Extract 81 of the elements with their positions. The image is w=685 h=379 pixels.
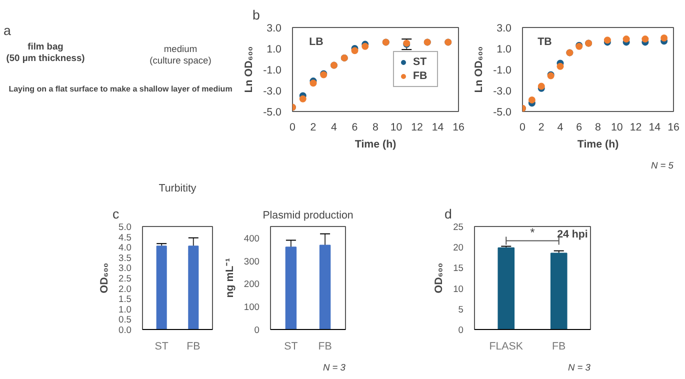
chart-title: Plasmid production [262, 210, 354, 222]
y-tick-label: 2.5 [118, 274, 132, 284]
text: LB [309, 36, 324, 48]
y-axis-title: OD₆₀₀ [98, 262, 111, 294]
y-axis-title: Ln OD₆₀₀ [473, 46, 486, 93]
x-axis-title: Time (h) [354, 138, 397, 150]
x-tick-label: 16 [668, 122, 680, 134]
chart-title: Turbitity [158, 182, 197, 194]
x-tick-label: 6 [352, 122, 358, 134]
y-tick-label: 3.0 [118, 263, 132, 274]
y-axis-title: Ln OD₆₀₀ [243, 46, 256, 93]
y-tick-label: 5.0 [118, 222, 132, 232]
x-tick-label: 4 [557, 122, 564, 134]
y-tick-label: 3.0 [496, 22, 512, 34]
text: N = 5 [650, 160, 674, 170]
y-axis-title: OD₆₀₀ [433, 262, 446, 294]
y-tick-label: 4.5 [118, 232, 132, 242]
y-tick-label: 1.0 [266, 44, 282, 56]
x-tick-label: 6 [576, 122, 582, 134]
text: medium (culture space) [150, 44, 212, 66]
y-tick-label: 300 [244, 256, 260, 266]
y-axis-title: ng mL⁻¹ [224, 258, 236, 298]
y-tick-label: 0.5 [118, 314, 132, 325]
y-tick-label: -5.0 [263, 106, 282, 118]
y-tick-label: -5.0 [493, 106, 512, 118]
text: N = 3 [322, 362, 346, 372]
x-tick-label: 0 [520, 122, 526, 134]
y-tick-label: 3.5 [118, 252, 132, 263]
x-tick-label: ST [284, 340, 298, 352]
y-tick-label: -1.0 [493, 64, 512, 76]
y-tick-label: 400 [244, 233, 260, 244]
x-tick-label: 10 [610, 122, 623, 134]
x-tick-label: 0 [290, 122, 296, 134]
text: a [4, 23, 12, 38]
y-tick-label: 0 [254, 325, 260, 335]
x-tick-label: FLASK [489, 340, 524, 352]
y-tick-label: 200 [244, 279, 260, 290]
annotation: * [530, 226, 536, 240]
x-axis-title: Time (h) [577, 138, 620, 150]
y-tick-label: 10 [453, 284, 464, 294]
x-tick-label: 8 [372, 122, 379, 134]
text: c [112, 206, 120, 222]
y-tick-label: 100 [244, 302, 260, 312]
x-tick-label: ST [154, 340, 169, 352]
x-tick-label: FB [318, 340, 332, 352]
y-tick-label: 3.0 [266, 22, 282, 34]
y-tick-label: 4.0 [118, 242, 132, 253]
y-tick-label: 1.0 [118, 304, 132, 314]
text: d [444, 206, 452, 222]
y-tick-label: 15 [453, 263, 464, 274]
y-tick-label: 2.0 [118, 284, 132, 294]
x-tick-label: 14 [432, 122, 444, 134]
legend-label: ST [413, 56, 428, 68]
text: Laying on a flat surface to make a shallow layer of medium [8, 84, 232, 94]
x-tick-label: FB [552, 340, 566, 352]
x-tick-label: 4 [331, 122, 338, 134]
y-tick-label: 5 [458, 304, 464, 314]
y-tick-label: -3.0 [493, 86, 512, 98]
legend-label: FB [413, 70, 428, 82]
text: film bag (50 µm thickness) [6, 42, 85, 64]
x-tick-label: 10 [390, 122, 402, 134]
x-tick-label: 12 [411, 122, 423, 134]
text: b [252, 8, 260, 22]
x-tick-label: 8 [595, 122, 602, 134]
x-tick-label: 12 [630, 122, 642, 134]
y-tick-label: 20 [453, 242, 464, 253]
y-tick-label: 1.0 [496, 44, 512, 56]
x-tick-label: 2 [538, 122, 544, 134]
text: N = 3 [568, 362, 592, 372]
x-tick-label: FB [186, 340, 200, 352]
y-tick-label: 1.5 [118, 294, 132, 304]
y-tick-label: 0.0 [118, 325, 132, 335]
annotation: 24 hpi [557, 228, 588, 241]
x-tick-label: 14 [648, 122, 661, 134]
y-tick-label: -1.0 [263, 64, 282, 76]
x-tick-label: 2 [310, 122, 316, 134]
y-tick-label: -3.0 [263, 86, 282, 98]
y-tick-label: 0 [458, 325, 464, 335]
y-tick-label: 25 [453, 222, 464, 232]
text: TB [538, 36, 552, 48]
x-tick-label: 16 [452, 122, 464, 134]
